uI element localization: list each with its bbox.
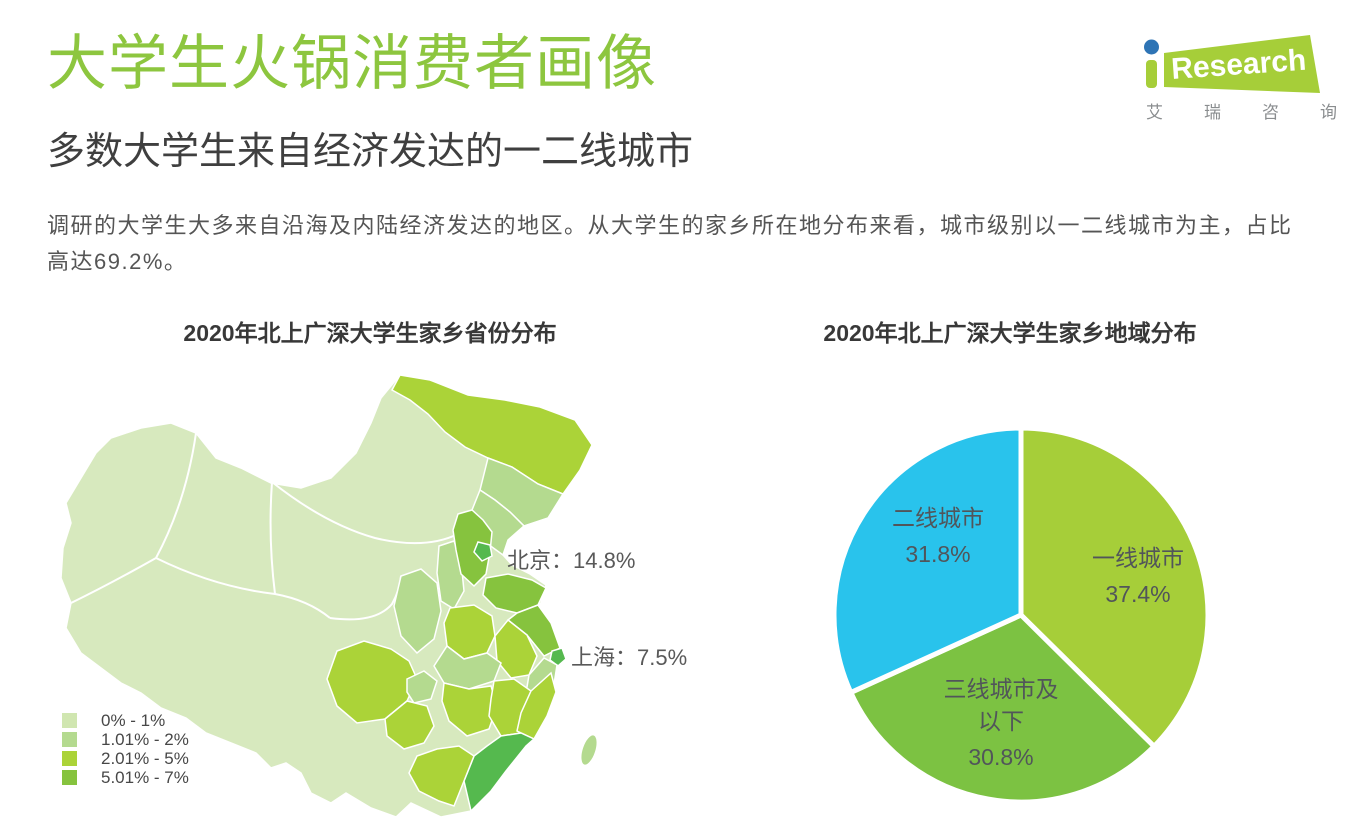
logo-i-stem	[1146, 60, 1157, 88]
china-choropleth-map	[60, 374, 599, 818]
logo-chinese-name: 艾瑞咨询	[1146, 103, 1360, 122]
legend-swatch-3	[62, 751, 77, 766]
pie-chart-title: 2020年北上广深大学生家乡地域分布	[823, 320, 1197, 346]
logo-green-shape	[1164, 35, 1320, 93]
pie-label-tier3-name-line1: 三线城市及	[943, 676, 1059, 702]
pie-slice-tier2	[831, 425, 1024, 695]
map-region-shaanxi	[393, 568, 442, 655]
iresearch-logo: Research	[1138, 34, 1338, 124]
legend-swatch-4	[62, 770, 77, 785]
legend-label-3: 2.01% - 5%	[101, 748, 189, 768]
pie-label-tier2-name: 二线城市	[892, 505, 984, 531]
pie-label-tier1-name: 一线城市	[1092, 545, 1184, 571]
legend-row-1: 0% - 1%	[62, 710, 189, 730]
pie-label-tier2-value: 31.8%	[905, 541, 971, 567]
report-page: { "page": { "title": "大学生火锅消费者画像", "subt…	[47, 30, 1360, 817]
map-region-hebei	[452, 509, 493, 588]
legend-row-4: 5.01% - 7%	[62, 767, 189, 787]
intro-paragraph: 调研的大学生大多来自沿海及内陆经济发达的地区。从大学生的家乡所在地分布来看，城市…	[47, 208, 1347, 280]
map-region-chongqing	[406, 670, 438, 704]
legend-label-4: 5.01% - 7%	[101, 767, 189, 787]
pie-chart	[831, 425, 1211, 805]
legend-row-2: 1.01% - 2%	[62, 729, 189, 749]
legend-row-3: 2.01% - 5%	[62, 748, 189, 768]
map-legend: 0% - 1% 1.01% - 2% 2.01% - 5% 5.01% - 7%	[62, 710, 189, 789]
map-region-hunan	[441, 682, 498, 737]
pie-slice-tier1	[1018, 425, 1211, 749]
pie-label-tier1-value: 37.4%	[1105, 581, 1171, 607]
logo-i-dot	[1144, 39, 1159, 55]
intro-paragraph-line1: 调研的大学生大多来自沿海及内陆经济发达的地区。从大学生的家乡所在地分布来看，城市…	[47, 213, 1293, 238]
iresearch-logo-graphic: Research	[1144, 35, 1320, 93]
map-region-taiwan	[579, 733, 599, 767]
page-title: 大学生火锅消费者画像	[47, 30, 657, 97]
map-annotation-shanghai: 上海：7.5%	[571, 645, 688, 670]
section-heading: 多数大学生来自经济发达的一二线城市	[47, 131, 694, 173]
legend-label-1: 0% - 1%	[101, 710, 166, 730]
map-region-fujian	[516, 671, 557, 740]
legend-swatch-1	[62, 713, 77, 728]
pie-label-tier3-value: 30.8%	[968, 744, 1034, 770]
map-region-guizhou	[384, 700, 435, 750]
map-region-shanghai	[549, 647, 567, 667]
pie-label-tier3-name-line2: 以下	[978, 708, 1024, 734]
map-annotation-beijing: 北京：14.8%	[507, 548, 636, 573]
map-region-beijing	[473, 541, 493, 562]
map-region-anhui	[494, 618, 538, 679]
intro-paragraph-line2: 高达69.2%。	[47, 249, 188, 274]
map-chart-title: 2020年北上广深大学生家乡省份分布	[183, 320, 557, 346]
legend-label-2: 1.01% - 2%	[101, 729, 189, 749]
legend-swatch-2	[62, 732, 77, 747]
